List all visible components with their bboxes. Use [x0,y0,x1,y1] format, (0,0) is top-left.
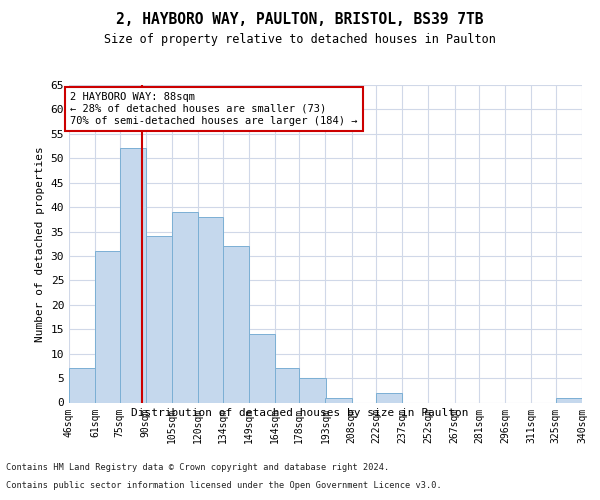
Bar [249,334,275,402]
Bar [69,368,95,402]
Text: Contains HM Land Registry data © Crown copyright and database right 2024.: Contains HM Land Registry data © Crown c… [6,462,389,471]
Text: Size of property relative to detached houses in Paulton: Size of property relative to detached ho… [104,32,496,46]
Bar [299,378,325,402]
Bar [223,246,249,402]
Bar [146,236,172,402]
Text: 2 HAYBORO WAY: 88sqm
← 28% of detached houses are smaller (73)
70% of semi-detac: 2 HAYBORO WAY: 88sqm ← 28% of detached h… [70,92,358,126]
Bar [172,212,198,402]
Bar [95,251,119,402]
Bar [325,398,352,402]
Text: Distribution of detached houses by size in Paulton: Distribution of detached houses by size … [131,408,469,418]
Text: Contains public sector information licensed under the Open Government Licence v3: Contains public sector information licen… [6,481,442,490]
Bar [556,398,582,402]
Bar [119,148,146,402]
Bar [376,392,402,402]
Text: 2, HAYBORO WAY, PAULTON, BRISTOL, BS39 7TB: 2, HAYBORO WAY, PAULTON, BRISTOL, BS39 7… [116,12,484,28]
Bar [198,217,223,402]
Y-axis label: Number of detached properties: Number of detached properties [35,146,45,342]
Bar [275,368,299,402]
